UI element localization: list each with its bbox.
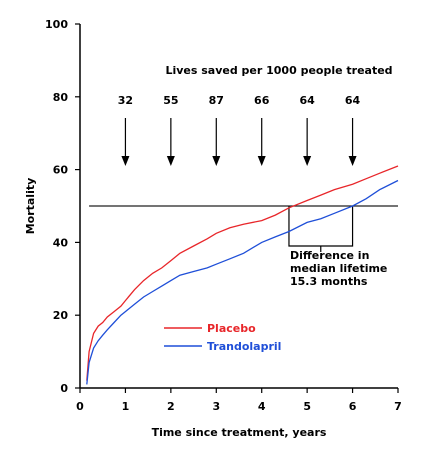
- axes: 0 1 2 3 4 5 6 7 0 20 40 60 80 100 Time since treatment…: [24, 18, 402, 439]
- legend: Placebo Trandolapril: [164, 322, 281, 353]
- legend-label-placebo: Placebo: [207, 322, 256, 335]
- x-tick-label: 2: [167, 400, 175, 413]
- lives-saved-arrow-head: [257, 156, 266, 166]
- lives-saved-arrows: Lives saved per 1000 people treated 32 55 8…: [118, 64, 393, 166]
- x-tick-label: 6: [349, 400, 357, 413]
- y-tick-label: 20: [53, 309, 69, 322]
- y-tick-label: 40: [53, 236, 69, 249]
- lives-saved-value: 32: [118, 94, 133, 107]
- series-lines: [86, 165, 399, 385]
- lives-saved-value: 66: [254, 94, 270, 107]
- median-difference-note: median lifetime: [290, 262, 387, 275]
- y-tick-label: 60: [53, 164, 69, 177]
- legend-label-trandolapril: Trandolapril: [207, 340, 281, 353]
- lives-saved-title: Lives saved per 1000 people treated: [165, 64, 392, 77]
- lives-saved-arrow-head: [303, 156, 312, 166]
- y-tick-label: 100: [45, 18, 68, 31]
- series-line-trandolapril: [86, 179, 399, 385]
- series-line-placebo: [86, 165, 399, 381]
- x-tick-label: 0: [76, 400, 84, 413]
- lives-saved-arrow-head: [348, 156, 357, 166]
- lives-saved-arrow-head: [121, 156, 130, 166]
- x-tick-label: 1: [122, 400, 130, 413]
- lives-saved-arrow-head: [212, 156, 221, 166]
- x-tick-label: 4: [258, 400, 266, 413]
- median-difference-note: Difference in: [290, 249, 369, 262]
- lives-saved-arrow-head: [166, 156, 175, 166]
- lives-saved-value: 87: [209, 94, 224, 107]
- median-difference-note: 15.3 months: [290, 275, 368, 288]
- lives-saved-value: 64: [345, 94, 361, 107]
- y-tick-label: 80: [53, 91, 69, 104]
- lives-saved-value: 64: [299, 94, 315, 107]
- x-tick-label: 7: [394, 400, 402, 413]
- y-axis-label: Mortality: [24, 178, 37, 235]
- x-tick-label: 3: [212, 400, 220, 413]
- y-tick-label: 0: [60, 382, 68, 395]
- lives-saved-value: 55: [163, 94, 178, 107]
- x-axis-label: Time since treatment, years: [152, 426, 327, 439]
- x-tick-label: 5: [303, 400, 311, 413]
